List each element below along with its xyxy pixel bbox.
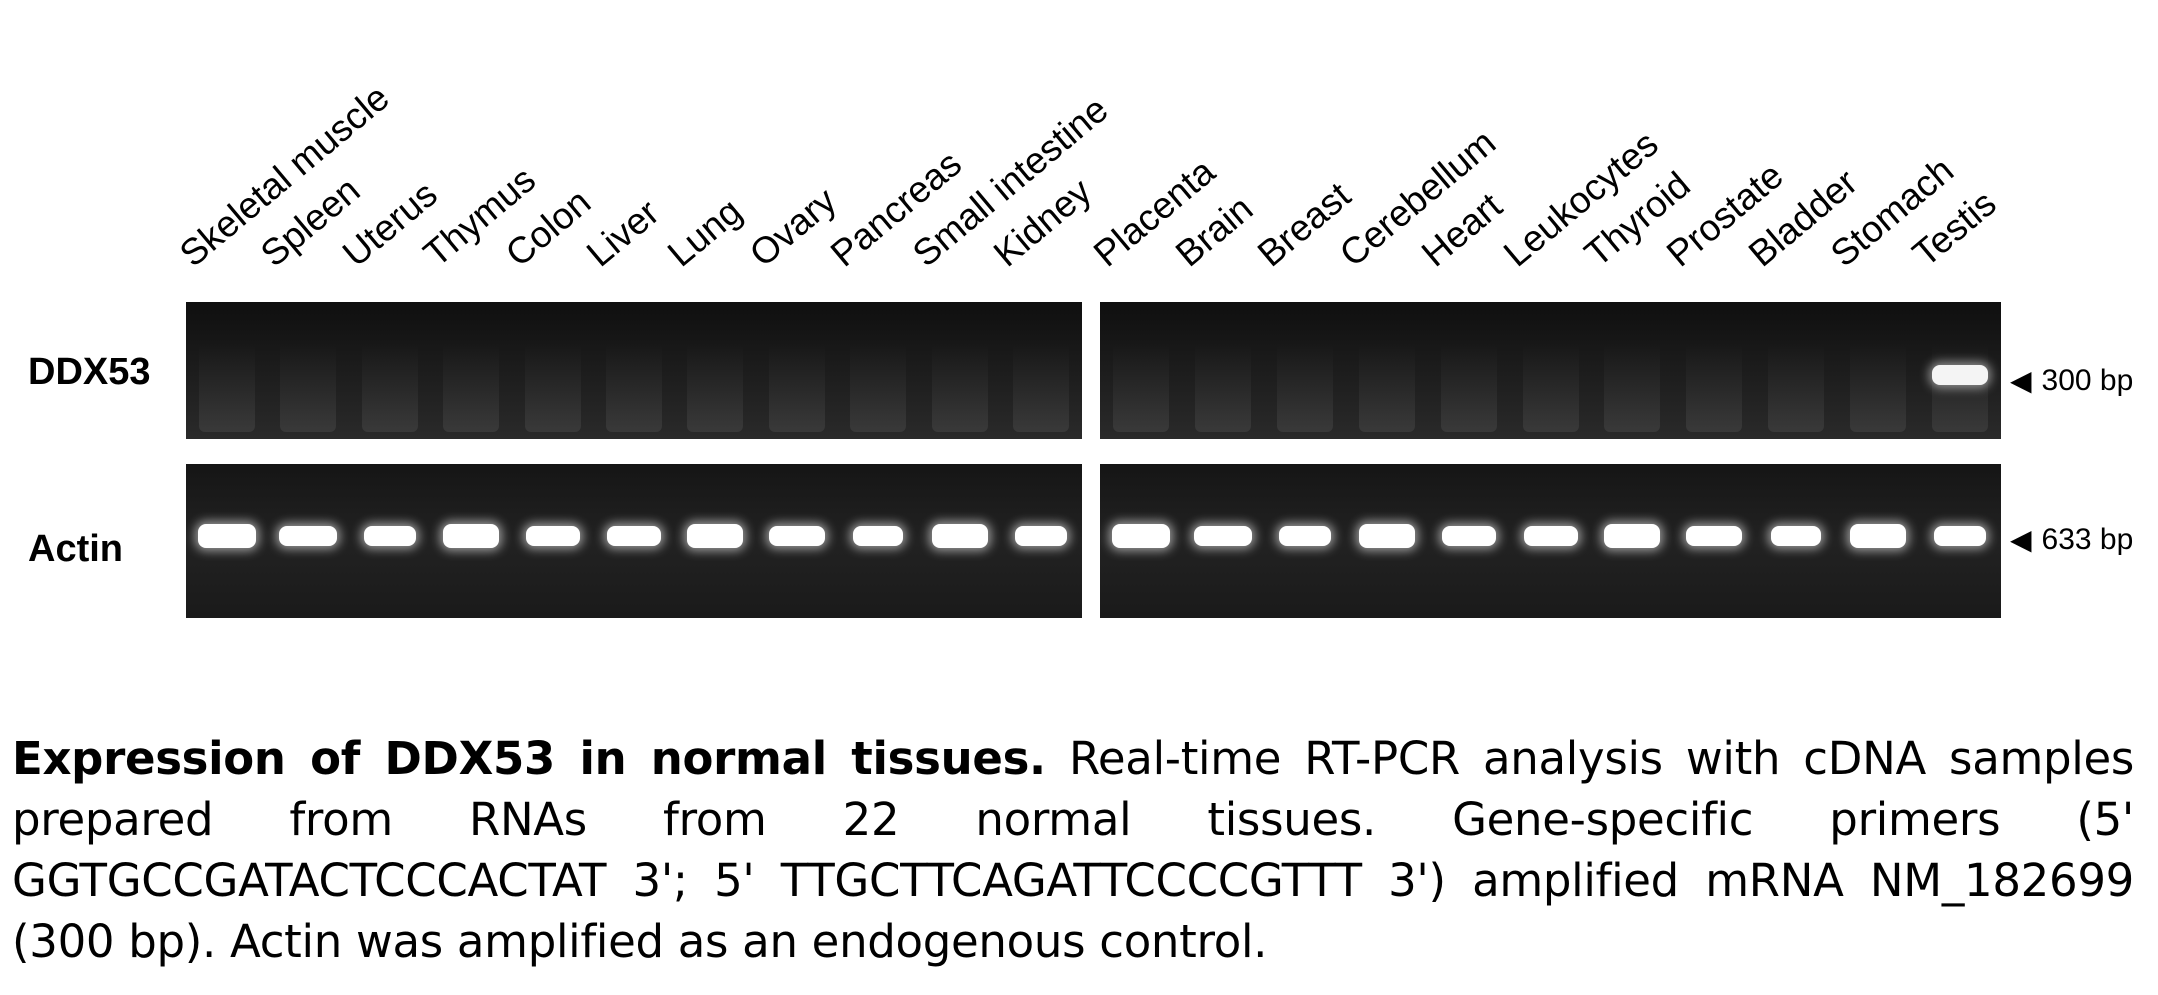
ddx53-lane-smear [1850, 342, 1907, 432]
ddx53-lane-smear [1194, 342, 1251, 432]
marker-633bp-label: 633 bp [2041, 523, 2134, 556]
ddx53-lane-smear [280, 342, 337, 432]
actin-band [853, 526, 904, 546]
actin-band [1278, 526, 1331, 546]
arrow-left-icon: ◀ [2010, 365, 2032, 396]
caption-title: Expression of DDX53 in normal tissues. [12, 732, 1046, 785]
actin-band [607, 526, 661, 546]
actin-band [525, 526, 580, 546]
actin-band [931, 524, 988, 548]
ddx53-lane-smear [687, 342, 744, 432]
ddx53-lane-smear [1358, 342, 1415, 432]
actin-band [1934, 526, 1987, 546]
ddx53-lane-smear [443, 342, 500, 432]
lane-label: Ovary [741, 179, 844, 275]
actin-band [1771, 526, 1822, 546]
ddx53-lane-smear [524, 342, 581, 432]
gel-actin-left [186, 464, 1082, 618]
ddx53-lane-smear [1013, 342, 1070, 432]
gel-actin-right [1100, 464, 2001, 618]
lane-label: Lung [660, 190, 750, 275]
ddx53-lane-smear [1932, 342, 1989, 432]
actin-band [443, 524, 500, 548]
ddx53-lane-smear [850, 342, 907, 432]
actin-band [1850, 524, 1907, 548]
actin-band [197, 524, 256, 548]
row-label-ddx53: DDX53 [28, 351, 151, 393]
figure-caption: Expression of DDX53 in normal tissues. R… [12, 728, 2134, 972]
actin-band [1111, 524, 1170, 548]
marker-300bp: ◀ 300 bp [2010, 366, 2133, 396]
ddx53-lane-smear [361, 342, 418, 432]
actin-band [279, 526, 338, 546]
actin-band [768, 526, 825, 546]
gel-figure: Skeletal muscle Spleen Uterus Thymus Colon Li… [28, 77, 2133, 618]
gel-ddx53-right [1100, 302, 2001, 439]
row-label-actin: Actin [28, 528, 123, 570]
actin-band [687, 524, 744, 548]
ddx53-lane-smear [1604, 342, 1661, 432]
ddx53-lane-smear [1768, 342, 1825, 432]
actin-band [1193, 526, 1252, 546]
ddx53-lane-smear [606, 342, 662, 432]
marker-300bp-label: 300 bp [2041, 364, 2134, 397]
caption-body: Real-time RT-PCR analysis with cDNA samp… [12, 732, 2135, 968]
actin-band [1015, 526, 1068, 546]
ddx53-lane-smear [1686, 342, 1743, 432]
ddx53-lane-smear [1112, 342, 1169, 432]
ddx53-lane-smear [198, 342, 255, 432]
ddx53-lane-smear [1440, 342, 1497, 432]
actin-band [1523, 526, 1578, 546]
actin-band [1604, 524, 1661, 548]
arrow-left-icon: ◀ [2010, 524, 2032, 555]
ddx53-band [1932, 365, 1989, 385]
marker-633bp: ◀ 633 bp [2010, 525, 2133, 555]
actin-band [363, 526, 416, 546]
actin-band [1686, 526, 1743, 546]
gel-ddx53-left [186, 302, 1082, 439]
ddx53-lane-smear [1522, 342, 1579, 432]
ddx53-lane-smear [768, 342, 825, 432]
lane-label: Breast [1249, 174, 1358, 275]
actin-band [1358, 524, 1415, 548]
ddx53-lane-smear [931, 342, 988, 432]
actin-band [1441, 526, 1496, 546]
ddx53-lane-smear [1276, 342, 1333, 432]
